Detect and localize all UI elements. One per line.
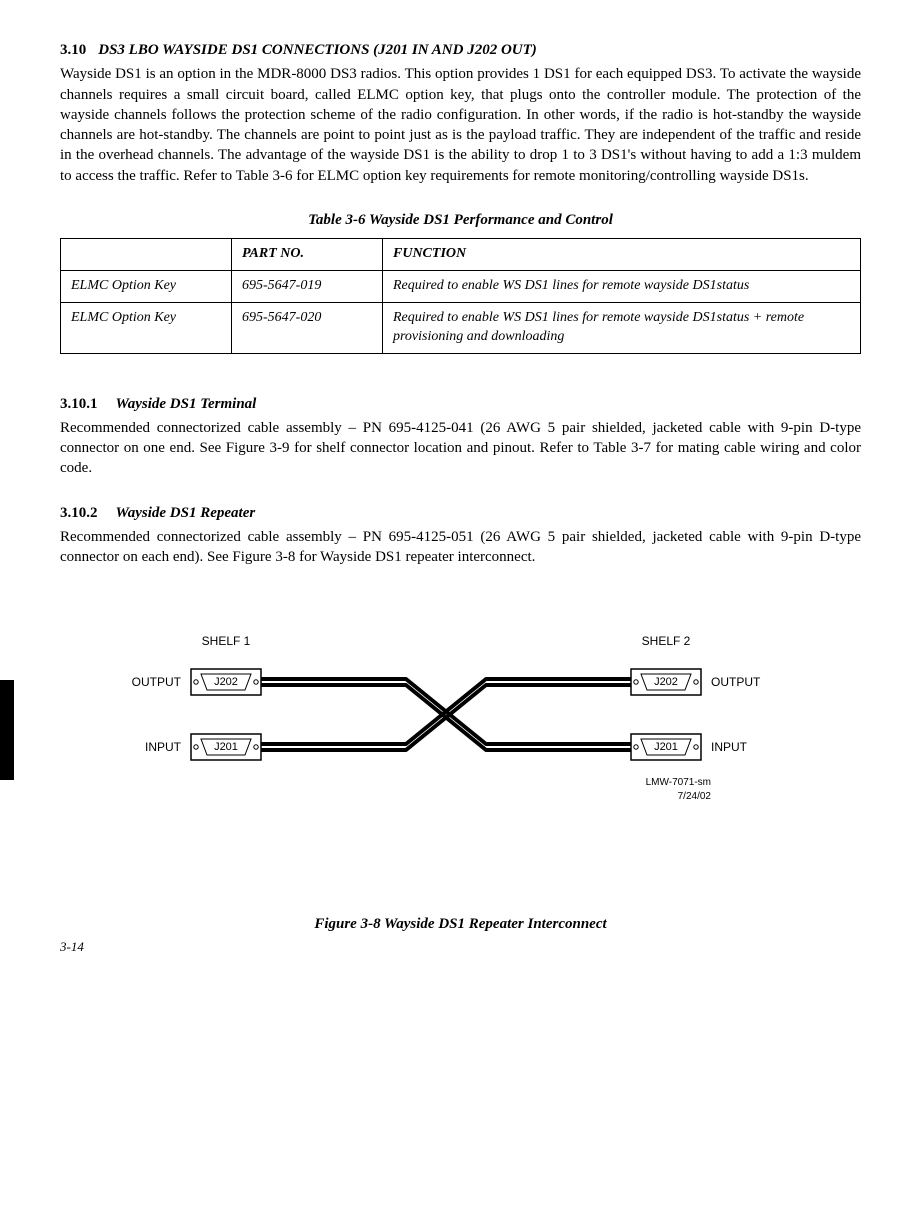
body-3-10-1: Recommended connectorized cable assembly… bbox=[60, 418, 861, 479]
table-cell-name: ELMC Option Key bbox=[61, 302, 232, 353]
figure-3-8-svg: SHELF 1 SHELF 2 J202 J201 J202 J201 OUTPUT INPU… bbox=[111, 627, 811, 827]
svg-text:SHELF 2: SHELF 2 bbox=[641, 634, 690, 648]
heading-3-10-1-num: 3.10.1 bbox=[60, 396, 98, 412]
table-cell-func: Required to enable WS DS1 lines for remo… bbox=[383, 302, 861, 353]
figure-3-8: SHELF 1 SHELF 2 J202 J201 J202 J201 OUTPUT INPU… bbox=[111, 627, 811, 833]
table-header-partno: PART NO. bbox=[232, 239, 383, 271]
svg-text:J201: J201 bbox=[214, 741, 238, 753]
side-tab-marker bbox=[0, 680, 14, 780]
table-cell-part: 695-5647-020 bbox=[232, 302, 383, 353]
svg-text:INPUT: INPUT bbox=[711, 740, 748, 754]
heading-3-10-2-num: 3.10.2 bbox=[60, 505, 98, 521]
svg-text:OUTPUT: OUTPUT bbox=[711, 675, 761, 689]
svg-text:7/24/02: 7/24/02 bbox=[677, 791, 711, 802]
table-3-6-caption: Table 3-6 Wayside DS1 Performance and Co… bbox=[60, 210, 861, 230]
svg-text:OUTPUT: OUTPUT bbox=[131, 675, 181, 689]
table-header-function: FUNCTION bbox=[383, 239, 861, 271]
svg-text:J202: J202 bbox=[654, 676, 678, 688]
svg-text:J202: J202 bbox=[214, 676, 238, 688]
table-cell-func: Required to enable WS DS1 lines for remo… bbox=[383, 270, 861, 302]
body-3-10: Wayside DS1 is an option in the MDR-8000… bbox=[60, 64, 861, 186]
heading-3-10-2: 3.10.2 Wayside DS1 Repeater bbox=[60, 503, 861, 523]
svg-text:INPUT: INPUT bbox=[145, 740, 182, 754]
table-cell-part: 695-5647-019 bbox=[232, 270, 383, 302]
table-cell-name: ELMC Option Key bbox=[61, 270, 232, 302]
svg-text:J201: J201 bbox=[654, 741, 678, 753]
heading-3-10: 3.10 DS3 LBO WAYSIDE DS1 CONNECTIONS (J20… bbox=[60, 40, 861, 60]
page-number: 3-14 bbox=[60, 938, 861, 956]
body-3-10-2: Recommended connectorized cable assembly… bbox=[60, 527, 861, 568]
figure-3-8-caption: Figure 3-8 Wayside DS1 Repeater Intercon… bbox=[60, 914, 861, 934]
table-row: ELMC Option Key 695-5647-019 Required to… bbox=[61, 270, 861, 302]
heading-3-10-title: DS3 LBO WAYSIDE DS1 CONNECTIONS (J201 IN… bbox=[98, 42, 537, 58]
heading-3-10-2-title: Wayside DS1 Repeater bbox=[116, 505, 256, 521]
table-header-row: PART NO. FUNCTION bbox=[61, 239, 861, 271]
heading-3-10-num: 3.10 bbox=[60, 42, 86, 58]
heading-3-10-1: 3.10.1 Wayside DS1 Terminal bbox=[60, 394, 861, 414]
table-header-blank bbox=[61, 239, 232, 271]
table-row: ELMC Option Key 695-5647-020 Required to… bbox=[61, 302, 861, 353]
heading-3-10-1-title: Wayside DS1 Terminal bbox=[116, 396, 257, 412]
table-3-6: PART NO. FUNCTION ELMC Option Key 695-56… bbox=[60, 238, 861, 354]
svg-text:LMW-7071-sm: LMW-7071-sm bbox=[645, 777, 710, 788]
svg-text:SHELF 1: SHELF 1 bbox=[201, 634, 250, 648]
